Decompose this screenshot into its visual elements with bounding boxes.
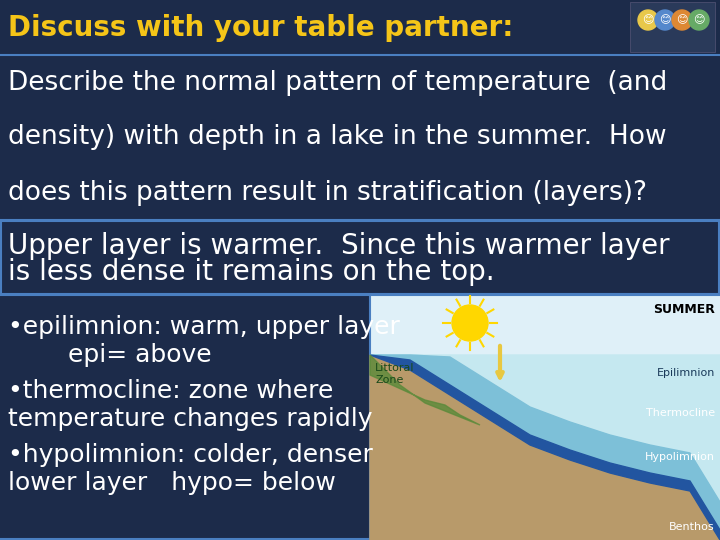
Circle shape bbox=[672, 10, 692, 30]
Text: •thermocline: zone where: •thermocline: zone where bbox=[8, 379, 333, 403]
Polygon shape bbox=[370, 355, 720, 502]
Text: epi= above: epi= above bbox=[28, 343, 212, 367]
Text: 😊: 😊 bbox=[642, 15, 654, 25]
FancyBboxPatch shape bbox=[0, 0, 720, 55]
Polygon shape bbox=[370, 355, 720, 540]
Text: Upper layer is warmer.  Since this warmer layer: Upper layer is warmer. Since this warmer… bbox=[8, 232, 670, 260]
Text: temperature changes rapidly: temperature changes rapidly bbox=[8, 407, 372, 431]
Polygon shape bbox=[370, 355, 720, 540]
FancyBboxPatch shape bbox=[0, 295, 720, 540]
Text: Describe the normal pattern of temperature  (and: Describe the normal pattern of temperatu… bbox=[8, 70, 667, 96]
Text: density) with depth in a lake in the summer.  How: density) with depth in a lake in the sum… bbox=[8, 125, 667, 151]
Text: Thermocline: Thermocline bbox=[646, 408, 715, 418]
Text: lower layer   hypo= below: lower layer hypo= below bbox=[8, 471, 336, 495]
FancyBboxPatch shape bbox=[370, 295, 720, 540]
Text: 😊: 😊 bbox=[676, 15, 688, 25]
Circle shape bbox=[655, 10, 675, 30]
Text: Hypolimnion: Hypolimnion bbox=[645, 452, 715, 462]
FancyBboxPatch shape bbox=[1, 221, 719, 294]
Text: does this pattern result in stratification (layers)?: does this pattern result in stratificati… bbox=[8, 179, 647, 206]
Polygon shape bbox=[370, 355, 480, 425]
Text: •hypolimnion: colder, denser: •hypolimnion: colder, denser bbox=[8, 443, 373, 467]
Text: 😊: 😊 bbox=[660, 15, 671, 25]
Text: Littoral
Zone: Littoral Zone bbox=[375, 363, 415, 384]
Text: Benthos: Benthos bbox=[670, 522, 715, 532]
FancyBboxPatch shape bbox=[630, 2, 715, 52]
Circle shape bbox=[452, 305, 488, 341]
Text: is less dense it remains on the top.: is less dense it remains on the top. bbox=[8, 259, 495, 287]
Circle shape bbox=[638, 10, 658, 30]
Text: SUMMER: SUMMER bbox=[653, 303, 715, 316]
Text: Epilimnion: Epilimnion bbox=[657, 368, 715, 378]
Circle shape bbox=[689, 10, 709, 30]
Text: 😊: 😊 bbox=[693, 15, 705, 25]
Text: •epilimnion: warm, upper layer: •epilimnion: warm, upper layer bbox=[8, 315, 400, 339]
FancyBboxPatch shape bbox=[0, 55, 720, 220]
Text: Discuss with your table partner:: Discuss with your table partner: bbox=[8, 14, 513, 42]
Polygon shape bbox=[370, 355, 720, 530]
